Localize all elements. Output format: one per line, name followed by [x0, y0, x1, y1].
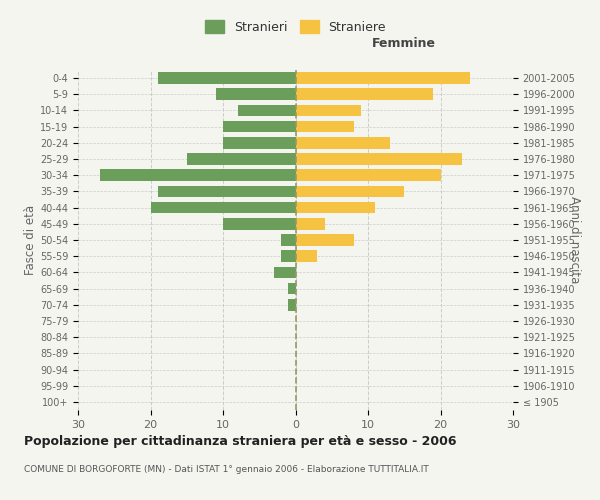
Bar: [296, 137, 390, 148]
Bar: [296, 250, 317, 262]
Bar: [151, 202, 296, 213]
Bar: [223, 121, 296, 132]
Bar: [100, 170, 296, 181]
Bar: [296, 153, 462, 165]
Text: COMUNE DI BORGOFORTE (MN) - Dati ISTAT 1° gennaio 2006 - Elaborazione TUTTITALIA: COMUNE DI BORGOFORTE (MN) - Dati ISTAT 1…: [24, 465, 429, 474]
Y-axis label: Anni di nascita: Anni di nascita: [568, 196, 581, 284]
Text: Popolazione per cittadinanza straniera per età e sesso - 2006: Popolazione per cittadinanza straniera p…: [24, 435, 457, 448]
Bar: [296, 186, 404, 198]
Bar: [281, 234, 296, 246]
Bar: [223, 137, 296, 148]
Bar: [296, 121, 353, 132]
Bar: [281, 250, 296, 262]
Bar: [187, 153, 296, 165]
Bar: [238, 104, 296, 117]
Bar: [296, 170, 440, 181]
Bar: [158, 72, 296, 84]
Bar: [296, 234, 353, 246]
Bar: [296, 104, 361, 117]
Y-axis label: Fasce di età: Fasce di età: [24, 205, 37, 275]
Legend: Stranieri, Straniere: Stranieri, Straniere: [200, 15, 391, 38]
Bar: [296, 202, 375, 213]
Bar: [158, 186, 296, 198]
Bar: [274, 266, 296, 278]
Bar: [216, 88, 296, 100]
Bar: [296, 218, 325, 230]
Bar: [288, 299, 296, 310]
Bar: [296, 72, 470, 84]
Bar: [296, 88, 433, 100]
Bar: [288, 282, 296, 294]
Bar: [223, 218, 296, 230]
Text: Femmine: Femmine: [372, 36, 436, 50]
